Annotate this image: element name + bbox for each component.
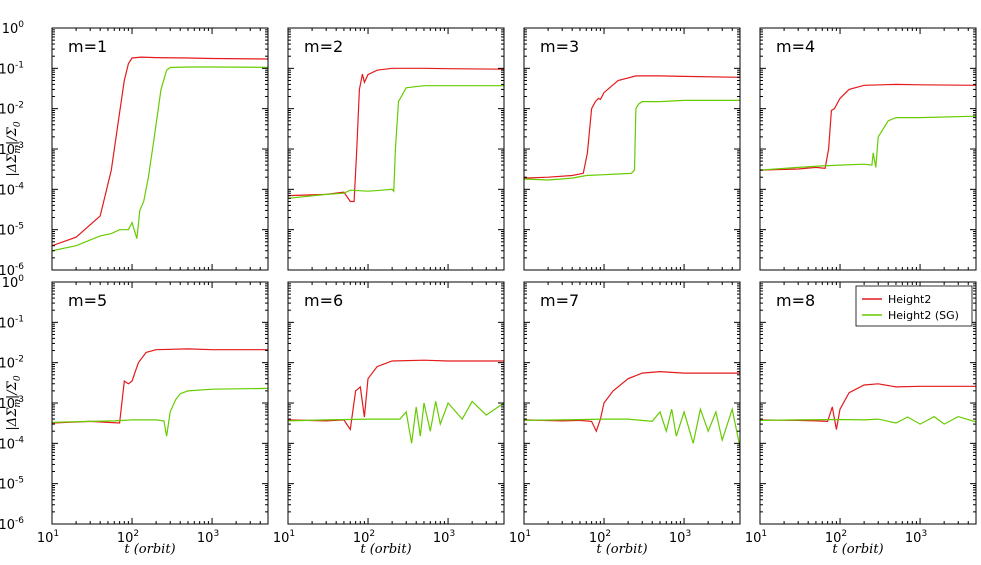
- legend-entry-label: Height2 (SG): [888, 309, 959, 322]
- x-axis-label: t (orbit): [124, 542, 175, 557]
- y-tick-label: 10-4: [0, 435, 24, 452]
- panel-label: m=3: [540, 37, 579, 56]
- y-tick-label: 100: [2, 274, 25, 291]
- panel-label: m=6: [304, 291, 343, 310]
- panel-m=3: m=3: [523, 27, 741, 271]
- y-axis-label: |ΔΣm|/Σ0: [5, 375, 23, 430]
- y-tick-label: 10-6: [0, 262, 24, 279]
- y-tick-label: 10-3: [0, 395, 24, 412]
- y-tick-label: 10-3: [0, 141, 24, 158]
- panel-label: m=8: [776, 291, 815, 310]
- y-tick-label: 10-5: [0, 222, 24, 239]
- series-line-height2-sg-: [524, 406, 740, 448]
- series-line-height2: [288, 67, 504, 203]
- x-tick-label: 101: [273, 529, 295, 546]
- series-line-height2: [760, 83, 976, 171]
- panel-m=6: 101 102 103 t (orbit) m=6: [273, 281, 505, 557]
- panel-m=8: 101 102 103 t (orbit) m=8 Height2 Height2 (SG): [745, 281, 977, 557]
- legend-box: [855, 285, 973, 327]
- panel-m=1: 10-6 10-5 10-4 10-3 10-2 10-1 100 |ΔΣm|/Σ0 m=1: [0, 20, 269, 279]
- series-line-height2-sg-: [760, 115, 976, 171]
- y-tick-label: 10-6: [0, 516, 24, 533]
- y-axis-label: |ΔΣm|/Σ0: [5, 121, 23, 176]
- series-line-height2: [52, 348, 268, 424]
- y-tick-label: 10-4: [0, 181, 24, 198]
- panel-m=4: m=4: [759, 27, 977, 271]
- y-tick-label: 10-2: [0, 101, 24, 118]
- series-line-height2-sg-: [288, 85, 504, 199]
- panel-label: m=7: [540, 291, 579, 310]
- x-tick-label: 103: [669, 529, 691, 546]
- series-line-height2: [52, 56, 268, 247]
- y-tick-label: 10-2: [0, 355, 24, 372]
- x-axis-label: t (orbit): [360, 542, 411, 557]
- panels-group: 10-6 10-5 10-4 10-3 10-2 10-1 100 |ΔΣm|/Σ0 m=1 m=…: [0, 20, 977, 557]
- x-axis-label: t (orbit): [832, 542, 883, 557]
- series-line-height2-sg-: [524, 99, 740, 181]
- x-tick-label: 102: [589, 529, 611, 546]
- y-tick-label: 10-5: [0, 476, 24, 493]
- x-tick-label: 102: [117, 529, 139, 546]
- panel-label: m=2: [304, 37, 343, 56]
- x-tick-label: 101: [37, 529, 59, 546]
- series-line-height2: [524, 370, 740, 433]
- panel-m=5: 10-6 10-5 10-4 10-3 10-2 10-1 100 |ΔΣm|/Σ0 101 10…: [0, 274, 269, 557]
- panel-label: m=1: [68, 37, 107, 56]
- x-tick-label: 102: [353, 529, 375, 546]
- panel-label: m=5: [68, 291, 107, 310]
- series-line-height2: [760, 383, 976, 430]
- legend: Height2 Height2 (SG): [855, 285, 973, 327]
- panel-m=7: 101 102 103 t (orbit) m=7: [509, 281, 741, 557]
- x-tick-label: 101: [745, 529, 767, 546]
- legend-entry-label: Height2: [888, 293, 931, 306]
- series-line-height2-sg-: [760, 415, 976, 425]
- y-tick-label: 10-1: [0, 314, 24, 331]
- panel-m=2: m=2: [287, 27, 505, 271]
- x-axis-label: t (orbit): [596, 542, 647, 557]
- y-tick-label: 100: [2, 20, 25, 37]
- x-tick-label: 103: [197, 529, 219, 546]
- y-tick-label: 10-1: [0, 60, 24, 77]
- series-line-height2: [524, 75, 740, 179]
- x-tick-label: 101: [509, 529, 531, 546]
- x-tick-label: 103: [433, 529, 455, 546]
- series-line-height2-sg-: [52, 66, 268, 252]
- panel-label: m=4: [776, 37, 815, 56]
- x-tick-label: 103: [905, 529, 927, 546]
- series-line-height2-sg-: [288, 400, 504, 444]
- series-line-height2-sg-: [52, 387, 268, 437]
- x-tick-label: 102: [825, 529, 847, 546]
